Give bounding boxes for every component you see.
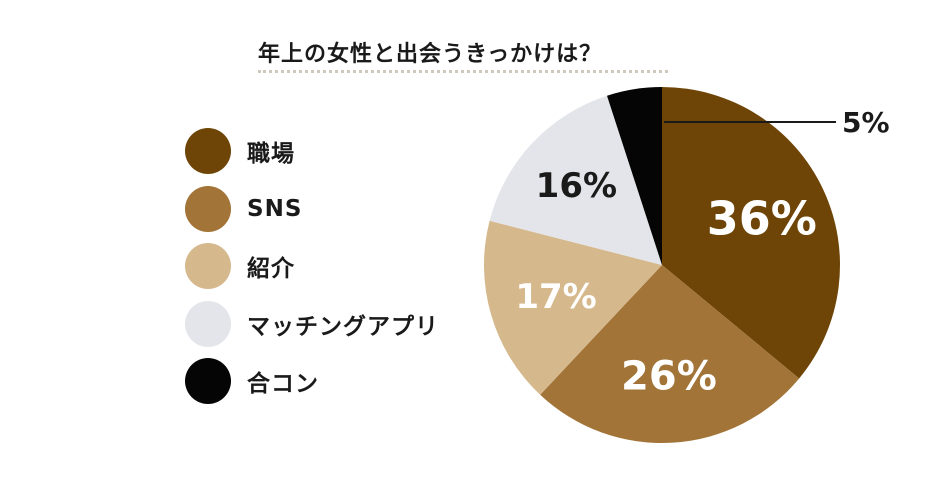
pie-slice-shokai [483, 220, 662, 395]
pie-slice-matching-app [489, 95, 662, 265]
pie-slice-shokuba [662, 87, 840, 379]
legend-swatch-matching-app [185, 300, 231, 347]
chart-title: 年上の女性と出会うきっかけは？ [258, 42, 603, 67]
legend-item-matching-app: マッチングアプリ [185, 300, 439, 347]
legend-label-matching-app: マッチングアプリ [247, 313, 439, 340]
legend-swatch-shokuba [185, 128, 231, 174]
slice-label-gokon: 5% [842, 106, 890, 139]
legend-label-shokai: 紹介 [247, 256, 295, 282]
legend-label-sns: SNS [247, 195, 303, 222]
legend-item-gokon: 合コン [185, 358, 439, 404]
legend-label-shokuba: 職場 [247, 141, 295, 167]
title-underline [258, 70, 668, 73]
legend-item-shokai: 紹介 [185, 243, 439, 289]
legend-label-gokon: 合コン [247, 371, 319, 397]
slice-label-shokai: 17% [515, 277, 596, 317]
legend-item-sns: SNS [185, 185, 439, 232]
legend-swatch-gokon [185, 358, 231, 404]
legend-swatch-sns [185, 185, 231, 232]
legend: 職場 SNS 紹介 マッチングアプリ 合コン [185, 128, 439, 416]
slice-label-matching-app: 16% [536, 166, 617, 206]
pie-slice-sns [540, 265, 800, 443]
slice-label-sns: 26% [621, 354, 717, 400]
pie-slice-gokon [606, 87, 662, 265]
slice-label-shokuba: 36% [707, 192, 817, 246]
legend-swatch-shokai [185, 243, 231, 289]
legend-item-shokuba: 職場 [185, 128, 439, 174]
